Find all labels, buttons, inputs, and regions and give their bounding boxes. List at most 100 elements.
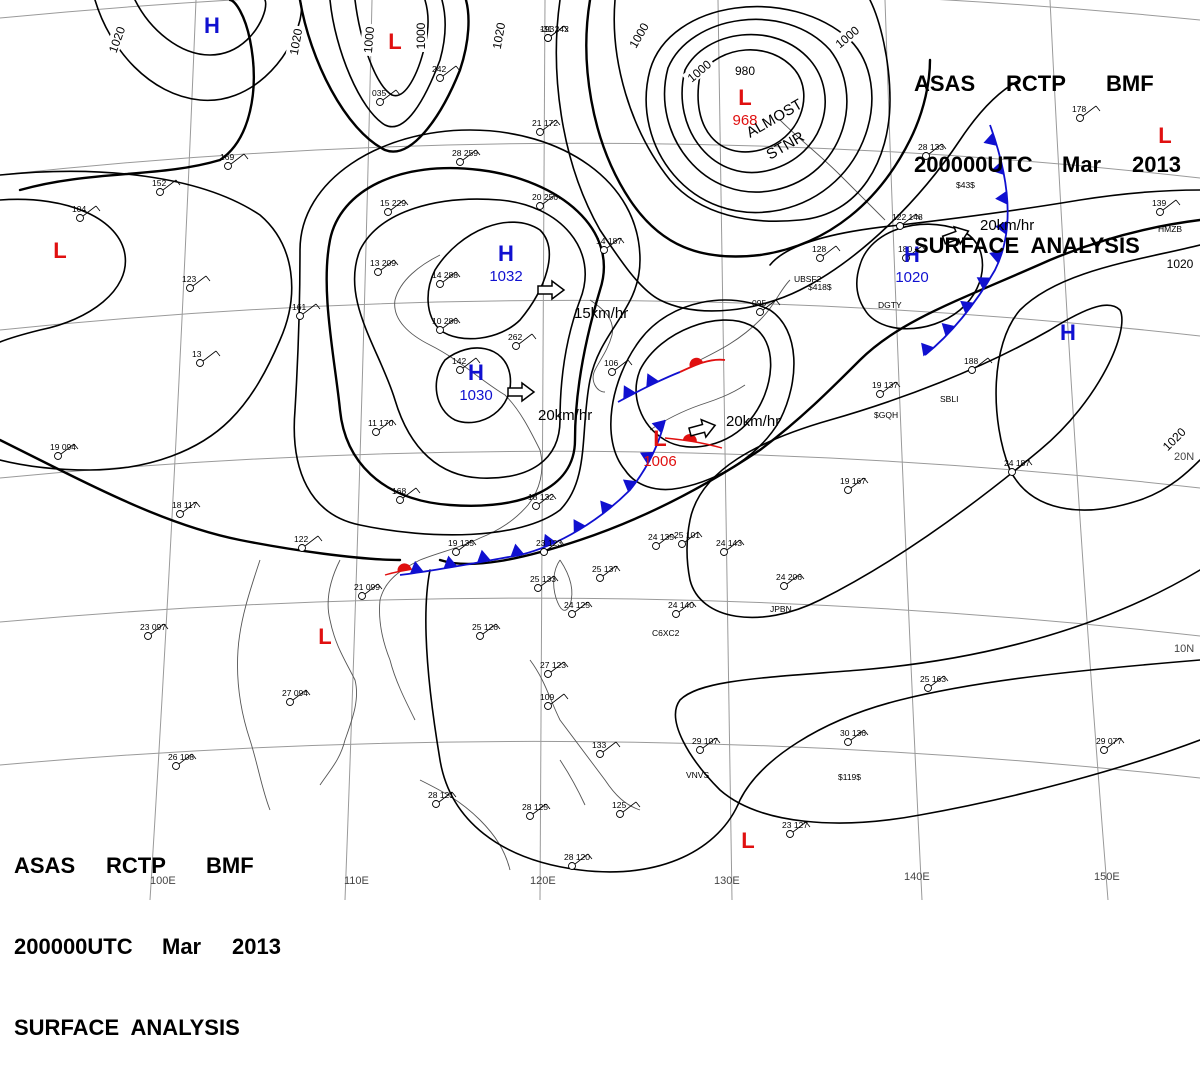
latitude-label: 20N — [1174, 451, 1194, 463]
isobar — [353, 198, 586, 479]
station-plot: 24 140 — [668, 600, 697, 618]
cold-front-line — [617, 371, 681, 403]
station-value: 15 229 — [380, 198, 406, 208]
isobar — [645, 5, 873, 214]
cold-front-triangle — [651, 419, 666, 434]
cold-front-triangle — [921, 342, 935, 357]
station-plot: 24 143 — [716, 538, 745, 556]
station-value: 19 135 — [448, 538, 474, 548]
isobar — [555, 0, 1021, 312]
station-value: 262 — [508, 332, 522, 342]
cold-front-triangle — [989, 250, 1003, 264]
station-value: 109 — [540, 692, 554, 702]
center-pressure-value: 1030 — [459, 387, 492, 404]
station-plot: 24 187 — [1004, 458, 1033, 476]
meridian-120e — [539, 0, 546, 900]
station-plot: 122 148 — [892, 212, 923, 230]
station-value: 28 133 — [918, 142, 944, 152]
isobar — [134, 0, 267, 56]
high-center: H — [1060, 320, 1076, 345]
station-value: 24 135 — [648, 532, 674, 542]
station-value: 122 148 — [892, 212, 923, 222]
parallel-30n — [0, 299, 1200, 337]
cold-front-triangle — [994, 220, 1008, 235]
station-plot: 21 099 — [354, 582, 383, 600]
isobar — [995, 244, 1200, 511]
station-value: 25 133 — [530, 574, 556, 584]
station-value: 11 170 — [368, 418, 394, 428]
parallel-50n — [0, 0, 1200, 21]
front-symbols — [397, 132, 1008, 574]
station-plot: 178 — [1072, 104, 1101, 122]
low-center: L — [318, 624, 331, 649]
station-value: 25 163 — [920, 674, 946, 684]
cold-front-triangle — [941, 323, 956, 337]
station-value: 27 094 — [282, 688, 308, 698]
station-value: 30 136 — [840, 728, 866, 738]
weather-map: -31 242 242 035 169 152 104 123 161 13 19 094 18 1… — [0, 0, 1200, 900]
warm-front-semicircle — [689, 357, 704, 368]
station-plot: 242 — [432, 64, 461, 82]
meridian-140e — [884, 0, 923, 900]
header-code: BMF — [206, 853, 254, 878]
station-plot: 168 — [392, 486, 421, 504]
station-plot: 28 121 — [428, 790, 457, 808]
station-plot: 188 — [964, 356, 993, 374]
warm-front-semicircle — [682, 434, 697, 443]
center-pressure-value: 1032 — [489, 268, 522, 285]
longitude-label: 130E — [714, 875, 740, 887]
station-plot: 19 167 — [840, 476, 869, 494]
station-id: C6XC2 — [652, 628, 680, 638]
isobar — [18, 0, 255, 192]
cold-front-triangle — [990, 161, 1005, 175]
station-plot: 24 125 — [564, 600, 593, 618]
center-pressure-value: 968 — [732, 112, 757, 129]
coastline-kamchatka — [779, 119, 886, 221]
station-plot: 25 126 — [472, 622, 501, 640]
cold-front-triangle — [983, 132, 998, 146]
station-plot: 29 107 — [692, 736, 721, 754]
station-value: 19 137 — [872, 380, 898, 390]
station-plot: 30 136 — [840, 728, 869, 746]
motion-label: 15km/hr — [574, 305, 628, 322]
station-value: 25 126 — [472, 622, 498, 632]
low-center: L — [738, 85, 751, 110]
warm-front-line — [679, 358, 726, 373]
station-plot: 180 — [898, 244, 927, 262]
station-value: 123 — [182, 274, 196, 284]
station-plot: 25 163 — [920, 674, 949, 692]
parallel-0n — [0, 740, 1200, 779]
station-id: VNVS — [686, 770, 709, 780]
header-source: RCTP — [106, 853, 166, 878]
isobar — [94, 0, 303, 102]
station-value: 20 256 — [532, 192, 558, 202]
motion-arrow-icon — [507, 381, 536, 403]
low-center: L — [1158, 123, 1171, 148]
station-plot: 139 — [1152, 198, 1181, 216]
station-value: 242 — [432, 64, 446, 74]
isobar — [0, 170, 293, 471]
cold-front-triangle — [600, 500, 614, 515]
station-plot: 161 — [292, 302, 321, 320]
header-line-1: ASAS RCTP BMF — [914, 70, 1181, 97]
station-plot: 10 286 — [432, 316, 461, 334]
isobar — [0, 438, 402, 562]
isobar — [0, 198, 127, 343]
station-plot: 25 101 — [674, 530, 703, 548]
latitude-label: 10N — [1174, 643, 1194, 655]
cold-front-triangle — [443, 555, 458, 569]
cold-front-triangle — [409, 560, 424, 574]
header-code: BMF — [1106, 71, 1154, 96]
station-plot: 28 259 — [452, 148, 481, 166]
station-plot: 28 133 — [918, 142, 947, 160]
station-plot: 125 — [612, 800, 641, 818]
isobar — [298, 0, 470, 153]
station-plot: 23 097 — [140, 622, 169, 640]
header-line-3: SURFACE ANALYSIS — [14, 1015, 240, 1040]
header-line-1: ASAS RCTP BMF — [14, 852, 281, 879]
header-product: ASAS — [914, 71, 976, 96]
isobar-label: 1000 — [414, 22, 428, 49]
center-pressure-value: 1020 — [895, 269, 928, 286]
isobar — [610, 299, 795, 491]
